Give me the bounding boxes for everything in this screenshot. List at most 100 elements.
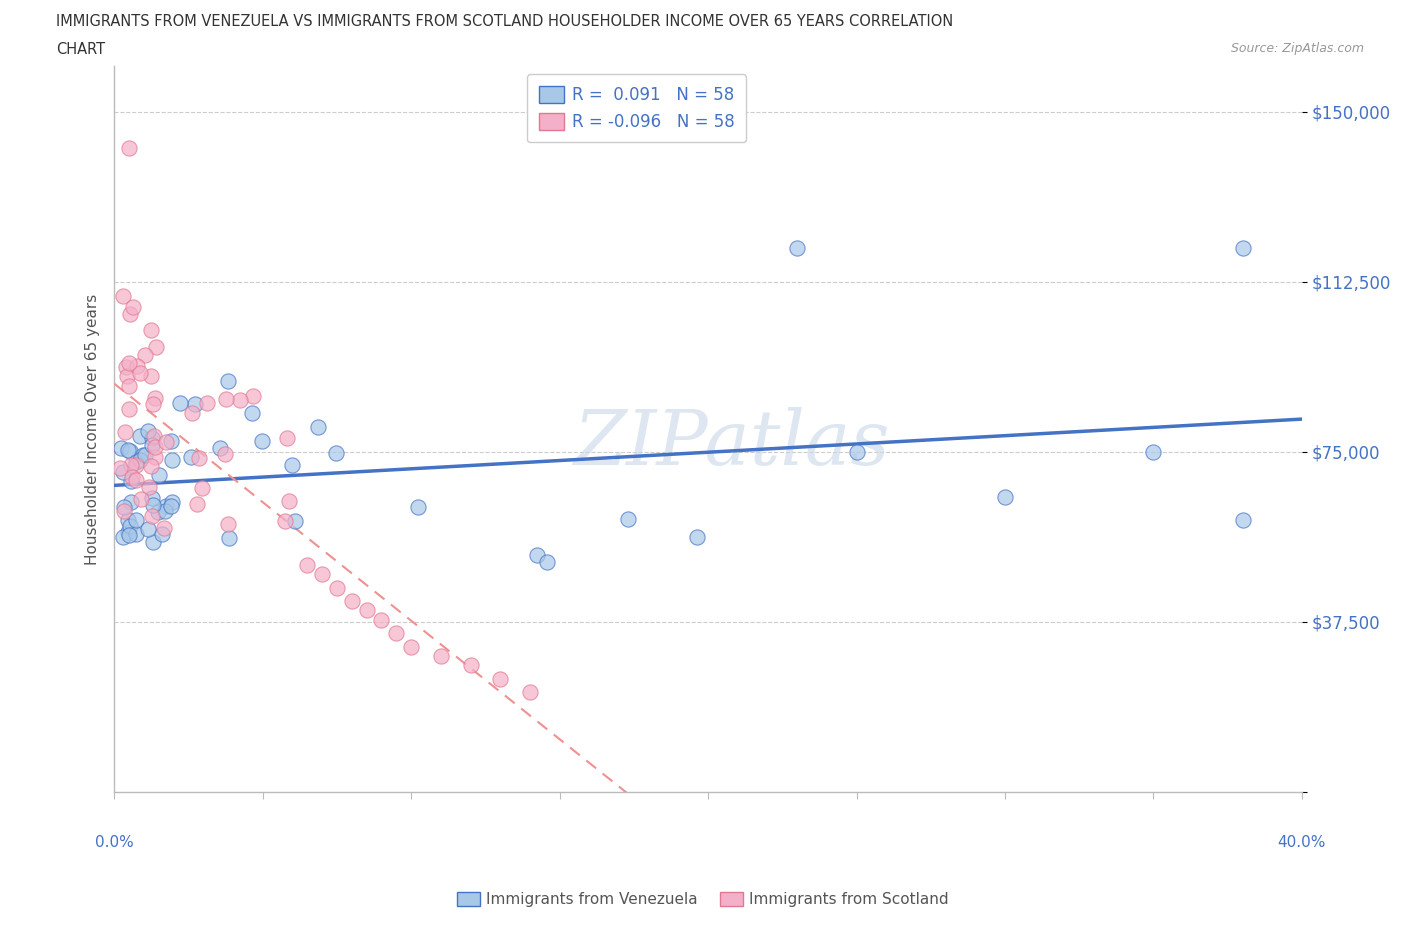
Point xyxy=(118,444,141,458)
Legend: R =  0.091   N = 58, R = -0.096   N = 58: R = 0.091 N = 58, R = -0.096 N = 58 xyxy=(527,74,747,142)
Point xyxy=(112,289,135,304)
Point xyxy=(356,603,378,618)
Point xyxy=(1232,240,1254,255)
Point xyxy=(125,455,148,470)
Point xyxy=(141,431,163,445)
Point xyxy=(406,500,429,515)
Point xyxy=(118,519,141,534)
Point xyxy=(276,431,298,445)
Point xyxy=(112,503,135,518)
Point xyxy=(240,405,263,420)
Point xyxy=(181,405,204,420)
Point xyxy=(160,498,183,513)
Point xyxy=(340,594,363,609)
Point xyxy=(120,495,142,510)
Point xyxy=(325,445,347,460)
Text: 40.0%: 40.0% xyxy=(1278,835,1326,850)
Point xyxy=(1142,445,1164,459)
Point xyxy=(385,626,408,641)
Point xyxy=(1232,512,1254,527)
Point xyxy=(399,639,422,654)
Point xyxy=(280,458,302,472)
Point xyxy=(121,473,143,488)
Point xyxy=(138,480,160,495)
Point xyxy=(155,498,177,513)
Point xyxy=(430,648,453,663)
Point xyxy=(215,392,238,407)
Point xyxy=(143,440,166,455)
Point xyxy=(142,429,165,444)
Point xyxy=(128,452,150,467)
Point xyxy=(160,433,183,448)
Point xyxy=(122,299,145,314)
Point xyxy=(111,464,134,479)
Point xyxy=(132,447,155,462)
Point xyxy=(142,498,165,512)
Point xyxy=(489,671,512,686)
Point xyxy=(195,395,218,410)
Point xyxy=(129,429,152,444)
Point xyxy=(125,359,148,374)
Point xyxy=(180,449,202,464)
Point xyxy=(519,684,541,699)
Point xyxy=(307,419,329,434)
Point xyxy=(994,489,1017,504)
Point xyxy=(136,522,159,537)
Point xyxy=(311,566,333,581)
Point xyxy=(169,395,191,410)
Point xyxy=(117,368,139,383)
Text: IMMIGRANTS FROM VENEZUELA VS IMMIGRANTS FROM SCOTLAND HOUSEHOLDER INCOME OVER 65: IMMIGRANTS FROM VENEZUELA VS IMMIGRANTS … xyxy=(56,14,953,29)
Point xyxy=(118,140,141,155)
Point xyxy=(845,445,868,459)
Y-axis label: Householder Income Over 65 years: Householder Income Over 65 years xyxy=(86,294,100,565)
Point xyxy=(117,525,139,539)
Point xyxy=(250,433,273,448)
Point xyxy=(152,520,174,535)
Point xyxy=(274,513,297,528)
Point xyxy=(142,396,165,411)
Point xyxy=(110,461,132,476)
Point xyxy=(686,529,709,544)
Point xyxy=(112,530,135,545)
Point xyxy=(125,458,148,472)
Point xyxy=(118,402,141,417)
Point xyxy=(229,392,252,407)
Point xyxy=(214,446,236,461)
Point xyxy=(142,535,165,550)
Point xyxy=(134,447,156,462)
Point xyxy=(191,481,214,496)
Point xyxy=(218,530,240,545)
Point xyxy=(118,379,141,393)
Point xyxy=(150,526,173,541)
Point xyxy=(370,612,392,627)
Point xyxy=(141,458,163,473)
Point xyxy=(136,423,159,438)
Point xyxy=(526,548,548,563)
Point xyxy=(118,355,141,370)
Point xyxy=(117,512,139,527)
Point xyxy=(145,339,167,354)
Point xyxy=(141,437,163,452)
Point xyxy=(536,555,558,570)
Point xyxy=(217,374,239,389)
Point xyxy=(277,494,299,509)
Point xyxy=(617,512,640,526)
Point xyxy=(146,504,169,519)
Legend: Immigrants from Venezuela, Immigrants from Scotland: Immigrants from Venezuela, Immigrants fr… xyxy=(451,885,955,913)
Point xyxy=(121,470,143,485)
Point xyxy=(155,434,177,449)
Point xyxy=(141,323,163,338)
Point xyxy=(141,491,163,506)
Text: ZIPatlas: ZIPatlas xyxy=(574,406,890,481)
Text: CHART: CHART xyxy=(56,42,105,57)
Point xyxy=(118,528,141,543)
Point xyxy=(208,440,231,455)
Text: Source: ZipAtlas.com: Source: ZipAtlas.com xyxy=(1230,42,1364,55)
Point xyxy=(143,449,166,464)
Point xyxy=(114,425,136,440)
Point xyxy=(125,472,148,487)
Point xyxy=(117,443,139,458)
Point xyxy=(160,495,183,510)
Point xyxy=(153,503,176,518)
Point xyxy=(141,369,163,384)
